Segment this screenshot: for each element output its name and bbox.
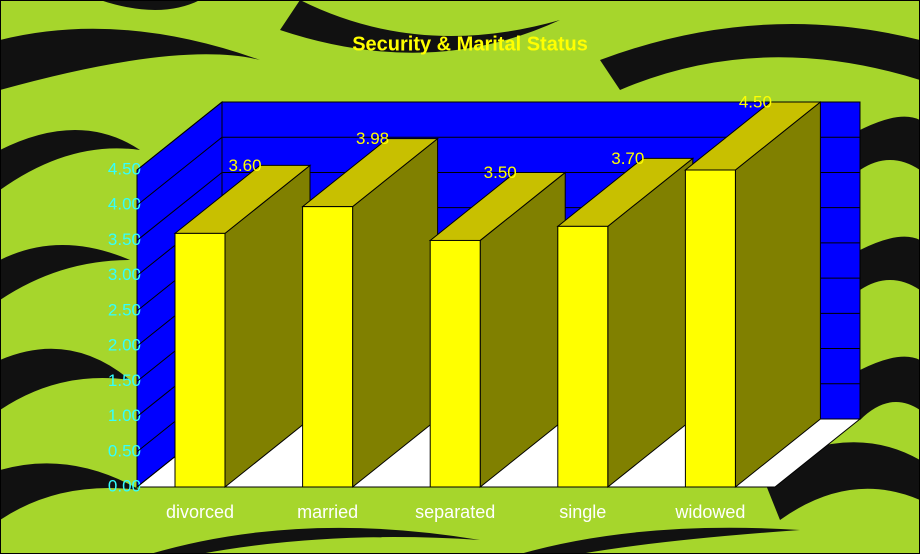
grid-line [136, 101, 860, 171]
x-tick-label: separated [415, 502, 495, 522]
bar [302, 206, 354, 488]
y-tick-label: 1.50 [108, 371, 141, 390]
y-tick-label: 2.00 [108, 336, 141, 355]
bar [684, 169, 736, 488]
bar [174, 232, 226, 488]
bar [557, 225, 609, 488]
y-tick-label: 2.50 [108, 300, 141, 319]
y-tick-label: 0.00 [108, 476, 141, 495]
x-tick-label: widowed [674, 502, 745, 522]
y-tick-label: 1.00 [108, 406, 141, 425]
value-label: 3.60 [228, 156, 261, 175]
grid-line [136, 136, 860, 206]
x-tick-label: married [297, 502, 358, 522]
y-tick-label: 3.00 [108, 265, 141, 284]
y-tick-label: 4.50 [108, 159, 141, 178]
y-tick-label: 0.50 [108, 441, 141, 460]
value-label: 4.50 [739, 92, 772, 111]
value-label: 3.70 [611, 149, 644, 168]
value-label: 3.98 [356, 129, 389, 148]
value-label: 3.50 [484, 163, 517, 182]
x-tick-label: divorced [166, 502, 234, 522]
y-tick-label: 3.50 [108, 230, 141, 249]
bar [429, 239, 481, 488]
x-tick-label: single [559, 502, 606, 522]
y-tick-label: 4.00 [108, 195, 141, 214]
chart-title: Security & Marital Status [352, 33, 588, 55]
